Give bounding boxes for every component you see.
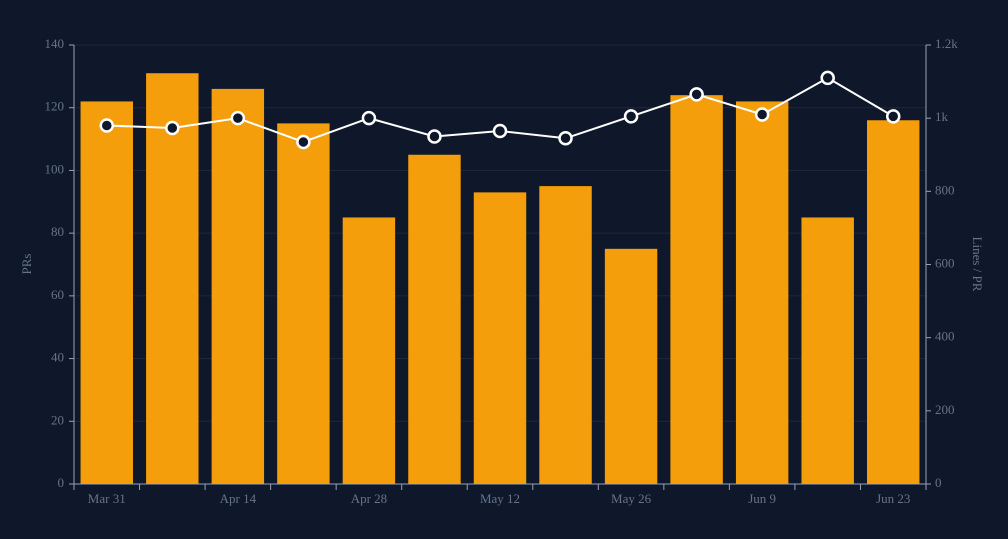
x-tick-label: Apr 14 bbox=[220, 491, 257, 506]
x-tick-label: Jun 9 bbox=[748, 491, 776, 506]
bar bbox=[80, 101, 133, 484]
point bbox=[689, 87, 704, 102]
y2-tick-label: 400 bbox=[935, 329, 955, 344]
bar bbox=[211, 88, 265, 485]
y2-tick-label: 1.2k bbox=[935, 36, 958, 51]
x-tick-label: Mar 31 bbox=[88, 491, 126, 506]
y-tick-label: 80 bbox=[51, 224, 64, 239]
point bbox=[99, 118, 115, 133]
x-tick-label: May 12 bbox=[480, 491, 520, 506]
point bbox=[230, 110, 246, 126]
y-tick-label: 0 bbox=[58, 475, 65, 490]
point bbox=[623, 109, 639, 124]
point bbox=[754, 107, 770, 122]
y2-tick-label: 800 bbox=[935, 182, 955, 197]
y2-axis-title: Lines / PR bbox=[970, 237, 985, 292]
y-tick-label: 120 bbox=[45, 99, 65, 114]
x-tick-label: Apr 28 bbox=[351, 491, 387, 506]
bar bbox=[604, 248, 658, 484]
y-axis-title: PRs bbox=[19, 254, 34, 275]
bar bbox=[473, 192, 527, 484]
bar bbox=[408, 154, 461, 484]
y-tick-label: 20 bbox=[51, 412, 64, 427]
x-tick-label: May 26 bbox=[611, 491, 652, 506]
bar bbox=[801, 217, 854, 484]
y-tick-label: 140 bbox=[45, 36, 65, 51]
bar bbox=[146, 73, 199, 484]
y-tick-label: 100 bbox=[45, 161, 65, 176]
y-tick-label: 40 bbox=[51, 350, 64, 365]
bar bbox=[539, 186, 592, 484]
y2-tick-label: 0 bbox=[935, 475, 942, 490]
bar bbox=[867, 120, 920, 484]
point bbox=[820, 70, 835, 86]
y2-tick-label: 1k bbox=[935, 109, 949, 124]
point bbox=[885, 109, 901, 124]
y-tick-label: 60 bbox=[51, 287, 64, 302]
bar bbox=[670, 95, 723, 485]
bar bbox=[277, 123, 330, 485]
point bbox=[427, 129, 442, 144]
bar bbox=[342, 217, 396, 484]
bar bbox=[735, 101, 789, 484]
point bbox=[361, 110, 377, 126]
x-tick-label: Jun 23 bbox=[876, 491, 910, 506]
point bbox=[165, 120, 180, 136]
point bbox=[558, 131, 573, 146]
y2-tick-label: 600 bbox=[935, 255, 955, 270]
point bbox=[492, 123, 508, 139]
point bbox=[296, 134, 311, 150]
y2-tick-label: 200 bbox=[935, 402, 955, 417]
